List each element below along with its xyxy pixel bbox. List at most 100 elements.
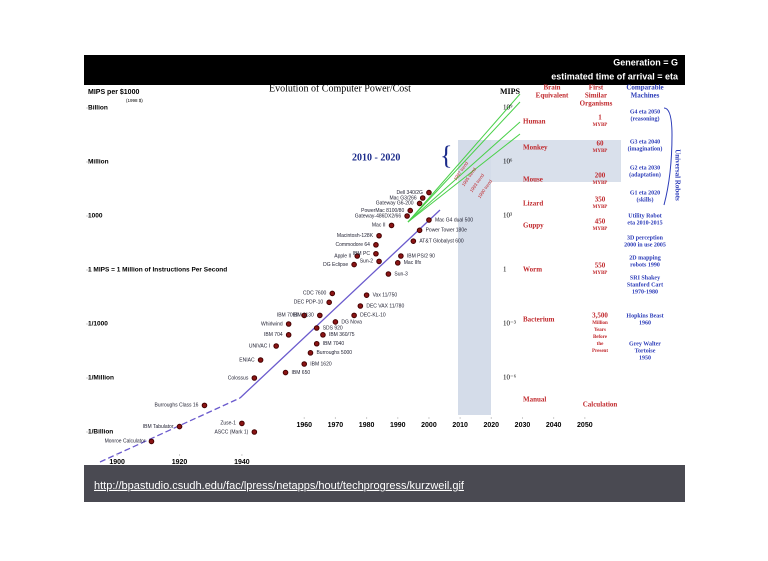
point — [388, 222, 395, 229]
machine: G1 eta 2020 — [630, 190, 660, 196]
organism: Bacterium — [523, 316, 555, 324]
point — [176, 423, 183, 430]
brace: { — [440, 141, 452, 170]
x-tick-label: 1990 — [390, 422, 406, 429]
point-label: Burroughs 5000 — [316, 350, 352, 356]
point-label: Dell 340/2G — [397, 190, 424, 196]
highlight-band — [491, 140, 621, 182]
bracket — [663, 107, 673, 206]
y2-tick-label: 10⁹ — [503, 104, 513, 112]
point-label: DEC VAX 11/780 — [366, 303, 404, 309]
y2-tick-label: 1 — [503, 266, 507, 274]
point-label: AT&T Globalyst 600 — [419, 238, 463, 244]
point — [419, 195, 426, 201]
col-head: Organisms — [580, 100, 613, 108]
point-label: DG Eclipse — [323, 262, 348, 268]
point — [426, 217, 432, 223]
machine: (imagination) — [628, 145, 663, 152]
point-label: IBM 650 — [292, 370, 311, 376]
point — [257, 357, 264, 363]
x-tick-label: 2040 — [546, 422, 562, 429]
trend-lines — [407, 93, 521, 223]
y2-tick-label: 10³ — [503, 212, 512, 220]
organism-age: MYBP — [593, 205, 608, 210]
y-axis-label: MIPS per $1000 — [88, 89, 139, 96]
y-tick-label: Billion — [88, 105, 108, 112]
point-label: DG Nova — [341, 319, 362, 325]
point-label: Power Tower 180e — [426, 228, 468, 234]
annotation: 2010 - 2020 — [352, 152, 400, 163]
organism: Lizard — [523, 200, 543, 208]
point-label: IBM PS/2 90 — [407, 253, 435, 259]
vertical-label: Universal Robots — [673, 149, 681, 201]
point-label: DEC PDP-10 — [294, 300, 324, 306]
x-tick-label: 1960 — [296, 422, 312, 429]
machine: G2 eta 2030 — [630, 165, 660, 171]
organism-age: Years — [594, 328, 606, 333]
organism-age: MYBP — [593, 149, 608, 154]
header-bar — [84, 55, 685, 85]
point — [285, 332, 292, 338]
point-label: PowerMac 8100/80 — [361, 208, 404, 214]
point-label: UNIVAC I — [249, 343, 270, 349]
y-tick-label: Million — [88, 159, 109, 166]
y-tick-label: 1/1000 — [88, 321, 108, 328]
point — [376, 258, 382, 265]
point — [394, 260, 401, 266]
point-label: Mac G3/266 — [389, 195, 416, 201]
point — [407, 207, 414, 214]
point — [357, 303, 364, 309]
organism-age: 60 — [597, 140, 605, 148]
y-axis-note: (1998 $) — [126, 98, 143, 103]
point-label: Mac G4 dual 500 — [435, 217, 473, 223]
point-label: Monroe Calculator — [105, 439, 146, 445]
machine: Grey Walter — [629, 341, 661, 347]
point-label: IBM 7040 — [323, 341, 345, 347]
point-label: Commodore 64 — [335, 242, 370, 248]
point — [301, 361, 308, 367]
point-label: CDC 7600 — [303, 291, 327, 297]
machine: SRI Shakey — [630, 275, 660, 281]
point — [373, 250, 379, 257]
machine: Utility Robot — [628, 213, 662, 219]
organism-age: MYBP — [593, 271, 608, 276]
point-label: IBM PC — [353, 251, 371, 257]
point — [351, 261, 357, 268]
organism: Worm — [523, 266, 542, 274]
point — [351, 312, 357, 319]
col-head: Similar — [585, 92, 607, 100]
organism-age: 450 — [595, 218, 606, 226]
machine: Tortoise — [635, 348, 656, 354]
point — [251, 429, 258, 435]
col-head: Brain — [543, 84, 560, 92]
x-tick-label: 1900 — [109, 459, 125, 466]
machine: 1970-1980 — [632, 289, 658, 295]
point-label: Burroughs Class 16 — [155, 403, 199, 409]
y-tick-label: 1/Billion — [88, 429, 113, 436]
point-label: Macintosh-128K — [337, 233, 374, 239]
point-label: Whirlwind — [261, 321, 283, 327]
x-tick-label: 1970 — [328, 422, 344, 429]
point-label: ENIAC — [239, 357, 255, 363]
machine: (adaptation) — [629, 171, 661, 178]
machine: eta 2010-2015 — [627, 220, 662, 226]
point — [251, 375, 258, 381]
y2-axis-label: MIPS — [500, 87, 521, 96]
organism-age: the — [597, 342, 604, 347]
y-tick-label: 1/Million — [88, 375, 114, 382]
y2-tick-label: 10⁻⁶ — [503, 374, 517, 382]
machine: 1960 — [639, 320, 651, 326]
point-label: IBM 704 — [264, 332, 283, 338]
organism: Human — [523, 118, 546, 126]
point — [416, 227, 423, 234]
organism-age: Million — [592, 321, 608, 326]
point — [410, 238, 417, 244]
machine: 2000 in use 2005 — [624, 242, 666, 248]
organism: Manual — [523, 396, 546, 404]
y-tick-label: 1 MIPS = 1 Million of Instructions Per S… — [88, 267, 227, 274]
header-line: Generation = G — [613, 57, 678, 67]
machine: Hopkins Beast — [626, 313, 663, 319]
point-label: Vax 11/750 — [373, 292, 398, 298]
x-tick-label: 2010 — [452, 422, 468, 429]
